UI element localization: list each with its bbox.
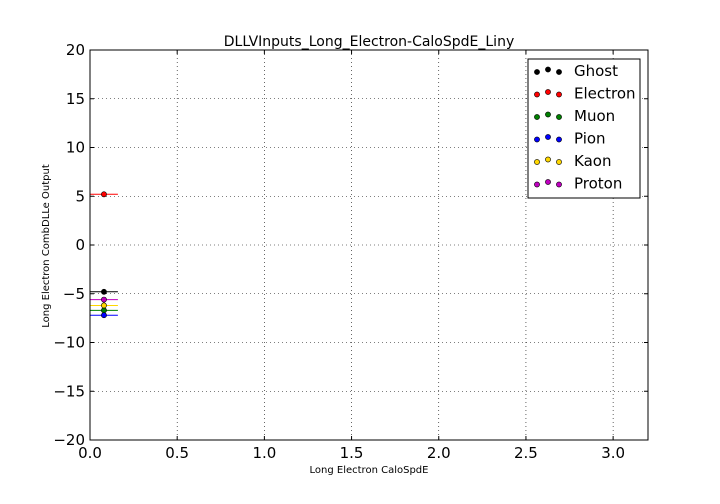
x-tick-label: 3.0 bbox=[601, 444, 625, 462]
legend-marker bbox=[545, 134, 551, 140]
legend-item-ghost: Ghost bbox=[534, 62, 618, 80]
legend-marker bbox=[545, 89, 551, 95]
legend-label: Pion bbox=[574, 130, 606, 148]
data-point bbox=[101, 296, 107, 303]
legend-label: Ghost bbox=[574, 62, 618, 80]
series-ghost bbox=[90, 288, 118, 295]
legend-marker bbox=[545, 111, 551, 118]
y-tick-label: −15 bbox=[53, 382, 85, 400]
series-proton bbox=[90, 296, 118, 303]
series-kaon bbox=[90, 302, 118, 309]
x-axis-label: Long Electron CaloSpdE bbox=[310, 465, 429, 476]
legend-marker bbox=[545, 179, 551, 185]
x-tick-label: 1.5 bbox=[340, 444, 364, 462]
legend: Ghost Electron Muon Pion Kaon Proton bbox=[527, 58, 641, 199]
legend-marker bbox=[545, 156, 551, 163]
legend-marker bbox=[534, 69, 540, 75]
chart-title: DLLVInputs_Long_Electron-CaloSpdE_Liny bbox=[224, 34, 514, 50]
legend-marker bbox=[556, 136, 562, 143]
legend-item-electron: Electron bbox=[534, 85, 636, 103]
legend-item-kaon: Kaon bbox=[534, 152, 611, 170]
legend-marker bbox=[534, 181, 540, 188]
data-point bbox=[101, 307, 107, 314]
legend-marker bbox=[556, 69, 562, 75]
data-point bbox=[101, 191, 107, 198]
data-point bbox=[101, 302, 107, 309]
legend-marker bbox=[556, 159, 562, 165]
legend-label: Electron bbox=[574, 85, 636, 103]
y-tick-label: 10 bbox=[66, 139, 85, 157]
data-point bbox=[101, 288, 107, 295]
legend-marker bbox=[545, 66, 551, 73]
legend-marker bbox=[556, 91, 562, 98]
x-tick-label: 0.5 bbox=[165, 444, 189, 462]
series-electron bbox=[90, 191, 118, 198]
y-tick-label: 0 bbox=[75, 236, 85, 254]
legend-item-muon: Muon bbox=[534, 107, 615, 125]
legend-marker bbox=[534, 114, 540, 120]
x-tick-label: 2.5 bbox=[514, 444, 538, 462]
y-tick-label: 15 bbox=[66, 90, 85, 108]
legend-item-proton: Proton bbox=[534, 175, 622, 193]
series-pion bbox=[90, 312, 118, 319]
y-tick-label: 20 bbox=[66, 41, 85, 59]
x-tick-label: 2.0 bbox=[427, 444, 451, 462]
legend-marker bbox=[556, 181, 562, 188]
legend-marker bbox=[556, 114, 562, 120]
data-point bbox=[101, 312, 107, 319]
y-axis-label: Long Electron CombDLLe Output bbox=[41, 164, 52, 328]
y-tick-label: −10 bbox=[53, 334, 85, 352]
legend-label: Muon bbox=[574, 107, 615, 125]
plot-frame bbox=[89, 49, 649, 441]
x-tick-label: 1.0 bbox=[252, 444, 276, 462]
y-tick-label: −5 bbox=[63, 285, 85, 303]
series-muon bbox=[90, 307, 118, 314]
legend-marker bbox=[534, 91, 540, 98]
legend-label: Kaon bbox=[574, 152, 611, 170]
legend-frame bbox=[527, 58, 641, 199]
y-tick-label: 5 bbox=[75, 187, 85, 205]
legend-marker bbox=[534, 159, 540, 165]
legend-item-pion: Pion bbox=[534, 130, 606, 148]
legend-label: Proton bbox=[574, 175, 622, 193]
y-tick-label: −20 bbox=[53, 431, 85, 449]
legend-marker bbox=[534, 136, 540, 143]
x-tick-label: 0.0 bbox=[78, 444, 102, 462]
